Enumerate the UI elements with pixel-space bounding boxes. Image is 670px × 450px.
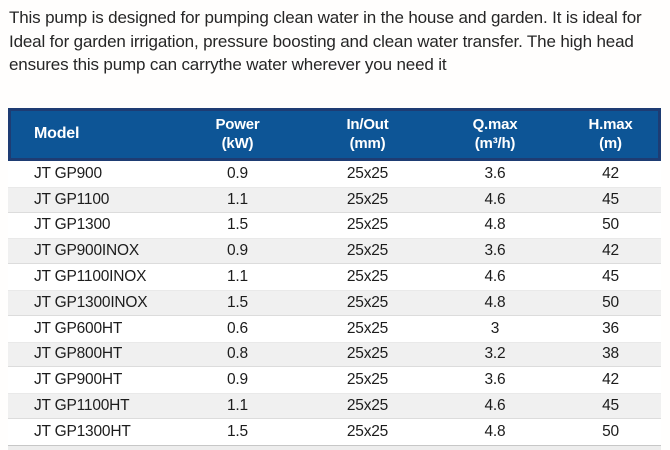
cell-inout: 25x25 bbox=[346, 422, 389, 440]
header-hmax-unit: (m) bbox=[599, 134, 622, 152]
table-row: JT GP1100 1.1 25x25 4.6 45 bbox=[8, 186, 661, 213]
cell-hmax: 38 bbox=[602, 345, 619, 363]
table-row: JT GP900 0.9 25x25 3.6 42 bbox=[8, 161, 661, 187]
cell-hmax: 36 bbox=[602, 319, 619, 337]
cell-qmax: 4.8 bbox=[484, 293, 506, 311]
cell-hmax: 50 bbox=[602, 422, 619, 440]
cell-hmax: 42 bbox=[602, 164, 619, 182]
table-bottom-edge bbox=[8, 444, 661, 450]
cell-inout: 25x25 bbox=[346, 293, 389, 311]
cell-qmax: 3.6 bbox=[484, 242, 506, 260]
cell-power: 1.5 bbox=[227, 216, 248, 234]
cell-hmax: 50 bbox=[602, 293, 619, 311]
cell-model: JT GP900 bbox=[34, 164, 102, 182]
cell-power: 1.5 bbox=[227, 422, 248, 440]
cell-inout: 25x25 bbox=[346, 242, 389, 260]
header-power-label: Power bbox=[215, 116, 260, 133]
intro-line-2: Ideal for garden irrigation, pressure bo… bbox=[9, 31, 634, 51]
intro-line-3: ensures this pump can carrythe water whe… bbox=[9, 55, 447, 75]
cell-model: JT GP1100HT bbox=[34, 397, 130, 415]
cell-qmax: 4.8 bbox=[484, 422, 506, 440]
table-row: JT GP1300 1.5 25x25 4.8 50 bbox=[8, 212, 661, 239]
cell-inout: 25x25 bbox=[346, 268, 389, 286]
table-row: JT GP900INOX 0.9 25x25 3.6 42 bbox=[8, 238, 661, 265]
cell-hmax: 42 bbox=[602, 242, 619, 260]
header-hmax: H.max (m) bbox=[560, 116, 661, 153]
cell-qmax: 3 bbox=[490, 319, 500, 337]
header-model-label: Model bbox=[34, 125, 80, 143]
table-row: JT GP1100INOX 1.1 25x25 4.6 45 bbox=[8, 264, 661, 290]
header-power-unit: (kW) bbox=[221, 134, 254, 152]
cell-model: JT GP1100 bbox=[34, 190, 110, 208]
cell-hmax: 45 bbox=[602, 397, 619, 415]
header-hmax-label: H.max bbox=[588, 116, 633, 133]
header-qmax-label: Q.max bbox=[472, 116, 518, 133]
cell-inout: 25x25 bbox=[346, 190, 389, 208]
cell-hmax: 50 bbox=[602, 216, 619, 234]
cell-inout: 25x25 bbox=[346, 164, 389, 182]
cell-hmax: 45 bbox=[602, 190, 619, 208]
table-header-row: Model Power (kW) In/Out (mm) Q.max (m³/h… bbox=[8, 108, 661, 161]
cell-inout: 25x25 bbox=[346, 397, 389, 415]
cell-inout: 25x25 bbox=[346, 345, 389, 363]
cell-hmax: 42 bbox=[602, 371, 619, 389]
cell-power: 1.1 bbox=[227, 397, 248, 415]
table-row: JT GP1100HT 1.1 25x25 4.6 45 bbox=[8, 393, 661, 419]
cell-inout: 25x25 bbox=[346, 216, 389, 234]
spec-table-body: JT GP900 0.9 25x25 3.6 42 JT GP1100 1.1 25x25 4.… bbox=[8, 161, 661, 445]
cell-qmax: 4.6 bbox=[484, 268, 506, 286]
cell-qmax: 3.6 bbox=[484, 164, 506, 182]
cell-qmax: 4.6 bbox=[484, 190, 506, 208]
cell-power: 1.5 bbox=[227, 293, 248, 311]
cell-model: JT GP1300 bbox=[34, 216, 111, 234]
cell-inout: 25x25 bbox=[346, 319, 389, 337]
cell-power: 0.6 bbox=[227, 319, 248, 337]
cell-power: 0.9 bbox=[227, 371, 248, 389]
cell-power: 0.9 bbox=[227, 164, 248, 182]
header-inout-label: In/Out bbox=[346, 116, 389, 133]
cell-power: 1.1 bbox=[227, 190, 248, 208]
cell-qmax: 3.6 bbox=[484, 371, 506, 389]
header-qmax: Q.max (m³/h) bbox=[430, 116, 560, 153]
cell-qmax: 4.8 bbox=[484, 216, 506, 234]
table-row: JT GP900HT 0.9 25x25 3.6 42 bbox=[8, 367, 661, 394]
cell-model: JT GP900INOX bbox=[34, 242, 139, 260]
header-model: Model bbox=[8, 125, 170, 144]
intro-line-1: This pump is designed for pumping clean … bbox=[9, 8, 642, 27]
cell-qmax: 4.6 bbox=[484, 397, 506, 415]
cell-hmax: 45 bbox=[602, 268, 619, 286]
cell-qmax: 3.2 bbox=[484, 345, 506, 363]
cell-model: JT GP900HT bbox=[34, 371, 123, 389]
header-qmax-unit: (m³/h) bbox=[474, 134, 516, 152]
cell-model: JT GP600HT bbox=[34, 319, 123, 337]
table-row: JT GP1300INOX 1.5 25x25 4.8 50 bbox=[8, 289, 661, 316]
cell-model: JT GP800HT bbox=[34, 345, 123, 363]
cell-power: 0.9 bbox=[227, 242, 248, 260]
cell-model: JT GP1300INOX bbox=[34, 293, 148, 311]
table-row: JT GP1300HT 1.5 25x25 4.8 50 bbox=[8, 418, 661, 445]
table-row: JT GP600HT 0.6 25x25 3 36 bbox=[8, 315, 661, 342]
pump-spec-table: Model Power (kW) In/Out (mm) Q.max (m³/h… bbox=[8, 108, 661, 450]
cell-inout: 25x25 bbox=[346, 371, 389, 389]
cell-power: 0.8 bbox=[227, 345, 248, 363]
cell-model: JT GP1100INOX bbox=[34, 268, 147, 286]
cell-power: 1.1 bbox=[227, 268, 248, 286]
header-inout: In/Out (mm) bbox=[305, 116, 430, 153]
header-inout-unit: (mm) bbox=[349, 134, 386, 152]
cell-model: JT GP1300HT bbox=[34, 422, 131, 440]
table-row: JT GP800HT 0.8 25x25 3.2 38 bbox=[8, 341, 661, 368]
intro-paragraph: This pump is designed for pumping clean … bbox=[9, 6, 667, 77]
header-power: Power (kW) bbox=[170, 116, 305, 153]
